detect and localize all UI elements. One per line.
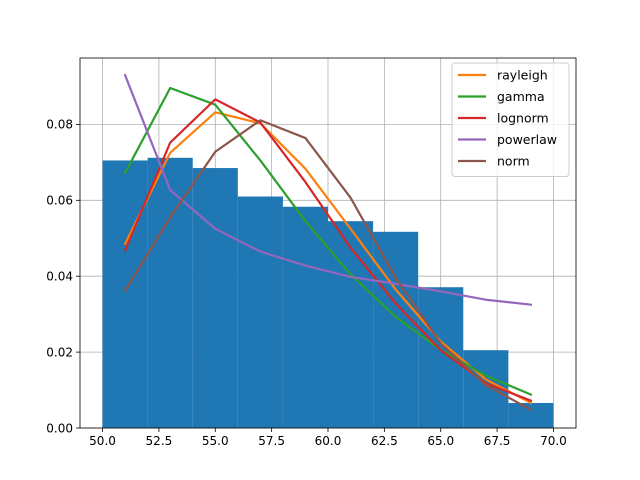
x-tick-label: 62.5 — [371, 434, 398, 448]
legend: rayleigh gamma lognorm powerlaw norm — [451, 62, 570, 177]
x-tick-label: 50.0 — [89, 434, 116, 448]
x-tick-label: 52.5 — [146, 434, 173, 448]
x-tick-label: 67.5 — [484, 434, 511, 448]
y-tick-label: 0.06 — [46, 194, 73, 208]
x-tick-label: 57.5 — [258, 434, 285, 448]
y-tick-label: 0.08 — [46, 118, 73, 132]
series-line-powerlaw — [123, 73, 533, 306]
histogram-bar — [147, 157, 193, 429]
y-axis: 0.00 0.02 0.04 0.06 0.08 — [46, 118, 80, 435]
y-tick-label: 0.00 — [46, 421, 73, 435]
histogram-bar — [508, 402, 554, 428]
legend-label-rayleigh: rayleigh — [497, 68, 548, 83]
histogram-bar — [237, 196, 283, 428]
histogram-bar — [102, 160, 148, 428]
histogram-bar — [328, 221, 374, 428]
legend-label-gamma: gamma — [497, 89, 545, 104]
histogram-bars — [102, 157, 554, 429]
x-axis: 50.0 52.5 55.0 57.5 60.0 62.5 65.0 67.5 70.0 — [89, 428, 567, 448]
x-tick-label: 60.0 — [315, 434, 342, 448]
series-line-lognorm — [123, 98, 533, 403]
histogram-bar — [373, 231, 419, 428]
y-tick-label: 0.04 — [46, 270, 73, 284]
series-line-rayleigh — [123, 111, 533, 405]
x-tick-label: 70.0 — [540, 434, 567, 448]
histogram-bar — [282, 206, 328, 428]
series-line-norm — [123, 119, 533, 412]
x-tick-label: 65.0 — [427, 434, 454, 448]
legend-box — [451, 62, 570, 177]
legend-label-lognorm: lognorm — [497, 111, 549, 126]
histogram-bar — [192, 168, 238, 429]
fit-lines — [123, 73, 533, 412]
x-tick-label: 55.0 — [202, 434, 229, 448]
y-tick-label: 0.02 — [46, 345, 73, 359]
legend-label-norm: norm — [497, 154, 530, 169]
series-line-gamma — [123, 86, 533, 397]
legend-label-powerlaw: powerlaw — [497, 132, 557, 147]
